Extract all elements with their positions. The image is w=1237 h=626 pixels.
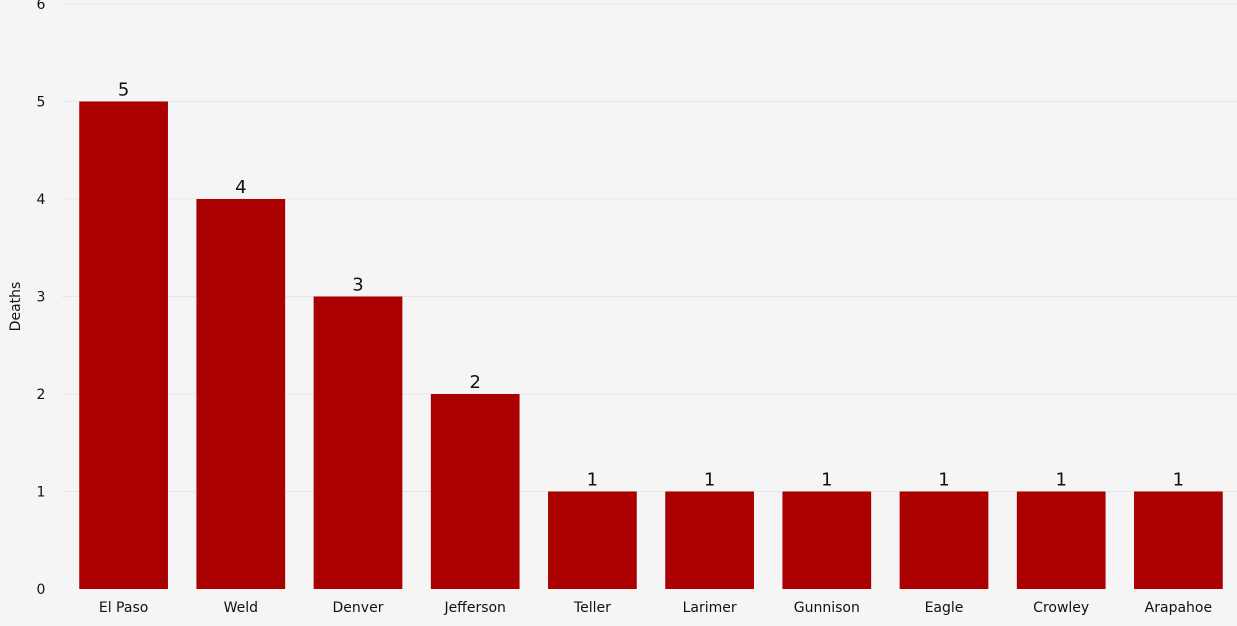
x-tick-label: Teller [573, 600, 611, 616]
x-tick-label: Crowley [1033, 600, 1089, 616]
x-tick-label: El Paso [99, 600, 148, 616]
y-tick-label: 5 [37, 95, 46, 111]
x-tick-label: Jefferson [443, 600, 506, 616]
x-tick-label: Eagle [925, 600, 964, 616]
x-axis-ticks: El Paso Weld Denver Jefferson Teller Larimer G… [99, 600, 1212, 616]
bar [79, 101, 168, 589]
y-tick-label: 1 [37, 485, 46, 501]
data-label: 1 [938, 470, 949, 491]
y-tick-label: 3 [37, 290, 46, 306]
data-label: 1 [1055, 470, 1066, 491]
bar [548, 491, 637, 589]
data-label: 1 [704, 470, 715, 491]
x-tick-label: Gunnison [794, 600, 860, 616]
bar [313, 296, 403, 589]
data-label: 4 [235, 177, 246, 198]
data-label: 1 [1173, 470, 1184, 491]
bar [1134, 491, 1223, 589]
data-label: 1 [821, 470, 832, 491]
y-tick-label: 6 [37, 0, 46, 13]
bar [430, 394, 520, 589]
data-label: 5 [118, 80, 129, 101]
bar [1016, 491, 1106, 589]
y-axis-title: Deaths [8, 282, 24, 332]
bar [899, 491, 989, 589]
data-labels: 5 4 3 2 1 1 1 1 1 1 [118, 80, 1184, 491]
bar [782, 491, 872, 589]
bar [665, 491, 754, 589]
x-tick-label: Weld [224, 600, 258, 616]
bar [196, 199, 286, 589]
data-label: 2 [469, 372, 480, 393]
data-label: 1 [587, 470, 598, 491]
y-tick-label: 0 [37, 582, 46, 598]
x-tick-label: Larimer [683, 600, 737, 616]
y-tick-label: 4 [37, 192, 46, 208]
y-tick-label: 2 [37, 387, 46, 403]
data-label: 3 [352, 275, 363, 296]
x-tick-label: Denver [333, 600, 384, 616]
y-axis-ticks: 0 1 2 3 4 5 6 [37, 0, 46, 598]
bars [79, 101, 1223, 589]
x-tick-label: Arapahoe [1145, 600, 1212, 616]
